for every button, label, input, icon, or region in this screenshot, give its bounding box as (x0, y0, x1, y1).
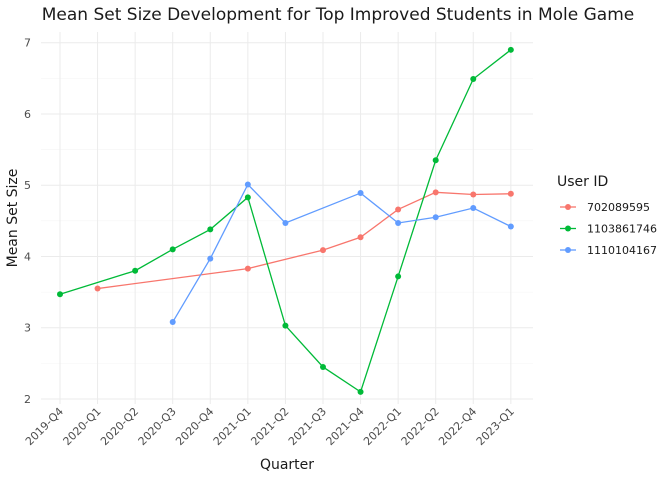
data-point (319, 363, 326, 370)
legend-item: 702089595 (560, 201, 650, 214)
data-point (357, 234, 364, 241)
series-702089595 (94, 189, 514, 292)
x-tick-label: 2020-Q3 (136, 405, 179, 448)
chart-title: Mean Set Size Development for Top Improv… (42, 5, 635, 25)
data-point (169, 246, 176, 253)
data-point (319, 247, 326, 254)
data-point (432, 214, 439, 221)
data-point (207, 255, 214, 262)
data-point (244, 265, 251, 272)
data-point (470, 191, 477, 198)
x-tick-label: 2020-Q4 (173, 405, 216, 448)
data-point (357, 190, 364, 197)
data-point (282, 219, 289, 226)
legend-item: 1110104167 (560, 244, 657, 257)
series-1103861746 (57, 46, 514, 395)
data-point (507, 190, 514, 197)
series-layer (57, 46, 514, 395)
legend-key-point (565, 247, 571, 253)
x-tick-label: 2020-Q2 (98, 405, 141, 448)
data-point (470, 205, 477, 212)
series-line (97, 191, 511, 290)
y-axis-title: Mean Set Size (5, 169, 21, 268)
y-axis-ticks: 2 3 4 5 6 7 (24, 37, 31, 406)
data-point (207, 226, 214, 233)
legend-key-point (565, 204, 571, 210)
data-point (244, 181, 251, 188)
y-tick-label: 5 (24, 179, 31, 192)
legend-label: 1103861746 (587, 223, 657, 236)
data-point (57, 291, 63, 298)
series-line (59, 49, 512, 393)
x-axis-ticks: 2019-Q42020-Q12020-Q22020-Q32020-Q42021-… (23, 405, 517, 448)
data-point (357, 388, 364, 395)
y-tick-label: 3 (24, 322, 31, 335)
data-point (395, 273, 402, 280)
data-point (282, 322, 289, 329)
data-point (94, 285, 101, 292)
series-line (172, 183, 512, 323)
grid (41, 32, 533, 404)
data-point (244, 194, 251, 201)
data-point (169, 319, 176, 326)
data-point (432, 157, 439, 164)
data-point (507, 46, 514, 53)
legend-title: User ID (557, 174, 608, 190)
x-tick-label: 2020-Q1 (61, 405, 104, 448)
x-tick-label: 2021-Q2 (248, 405, 291, 448)
legend: User ID 702089595 1103861746 1110104167 (557, 174, 657, 257)
legend-label: 702089595 (587, 201, 650, 214)
legend-items: 702089595 1103861746 1110104167 (560, 201, 657, 257)
x-tick-label: 2022-Q4 (436, 405, 479, 448)
data-point (507, 223, 514, 230)
y-tick-label: 2 (24, 393, 31, 406)
series-1110104167 (169, 181, 514, 326)
data-point (132, 267, 139, 274)
data-point (395, 219, 402, 226)
x-tick-label: 2021-Q3 (286, 405, 329, 448)
y-tick-label: 6 (24, 108, 31, 121)
x-tick-label: 2019-Q4 (23, 405, 66, 448)
x-axis-title: Quarter (260, 457, 314, 473)
legend-key-point (565, 225, 571, 232)
data-point (432, 189, 439, 196)
x-tick-label: 2022-Q2 (399, 405, 442, 448)
x-tick-label: 2022-Q1 (361, 405, 404, 448)
legend-item: 1103861746 (560, 223, 657, 236)
x-tick-label: 2021-Q4 (324, 405, 367, 448)
data-point (395, 206, 402, 213)
y-tick-label: 4 (24, 250, 31, 263)
x-tick-label: 2023-Q1 (474, 405, 517, 448)
y-tick-label: 7 (24, 37, 31, 50)
x-tick-label: 2021-Q1 (211, 405, 254, 448)
data-point (470, 76, 477, 83)
legend-label: 1110104167 (587, 244, 657, 257)
